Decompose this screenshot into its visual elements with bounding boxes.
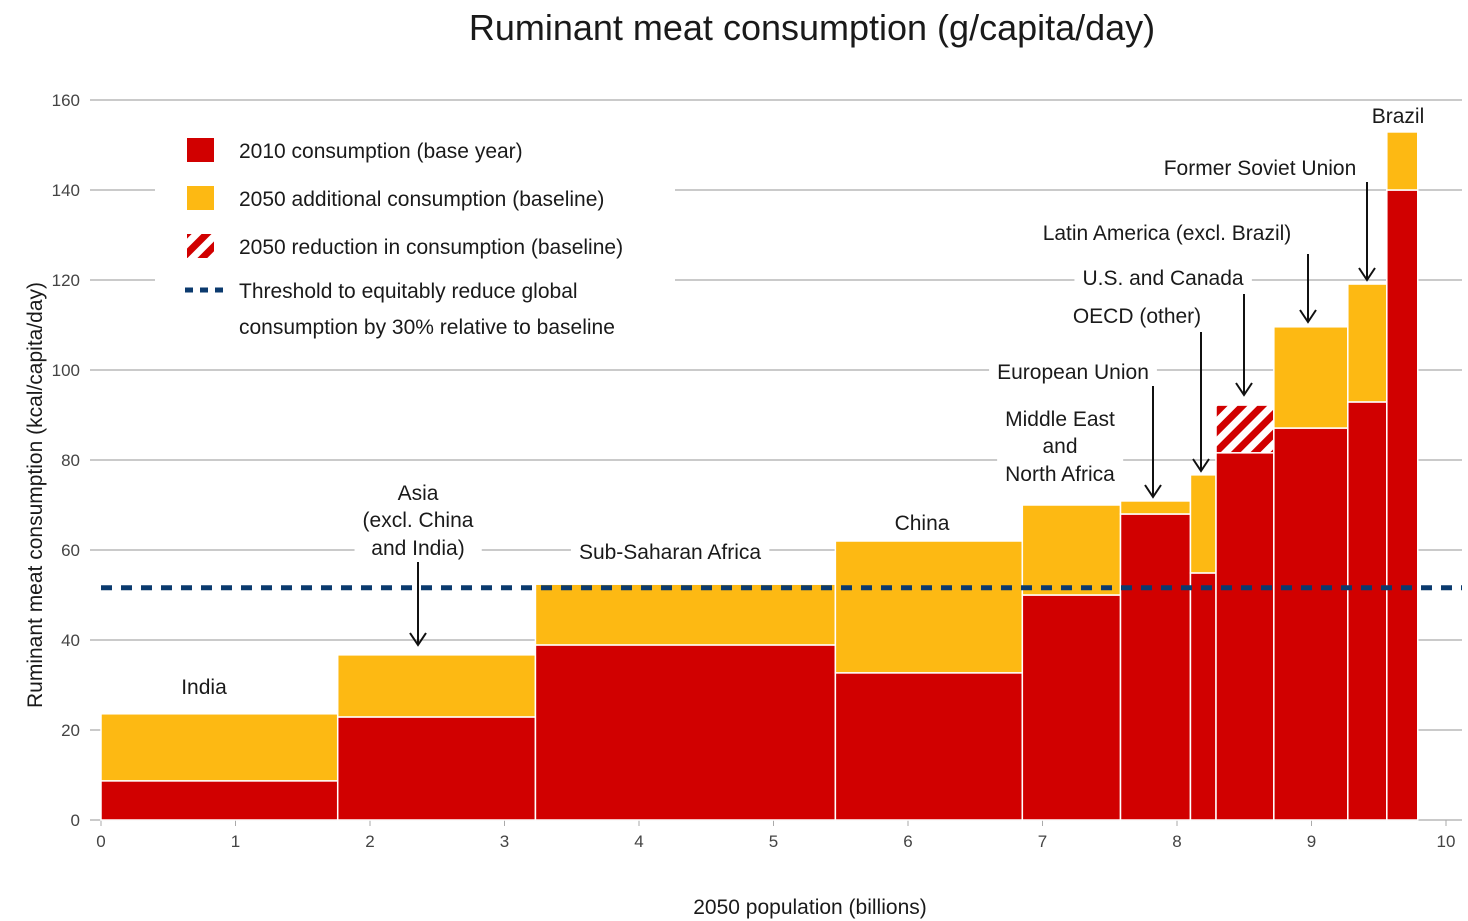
bar-segment — [100, 713, 339, 782]
arrow-head — [1235, 382, 1253, 397]
legend-swatch — [187, 186, 214, 210]
bar-segment — [1347, 283, 1388, 403]
x-tick-label: 1 — [231, 832, 240, 851]
legend-swatch — [187, 138, 214, 162]
bar-segment — [1021, 504, 1122, 596]
legend-background — [155, 125, 675, 350]
bar-segment — [534, 583, 837, 646]
label-background — [1363, 105, 1433, 128]
arrow-head — [1299, 309, 1317, 324]
region-label-line: North Africa — [1005, 463, 1115, 486]
region-label-line: China — [895, 512, 950, 535]
region-label-line: and India) — [371, 537, 464, 560]
label-background — [1034, 222, 1300, 245]
y-tick-label: 20 — [61, 721, 80, 740]
region-label: Brazil — [1363, 105, 1433, 128]
region-label: India — [173, 676, 236, 699]
legend-label: Threshold to equitably reduce global — [239, 280, 578, 303]
label-background — [1155, 157, 1365, 180]
x-tick-label: 2 — [365, 832, 374, 851]
legend-label: consumption by 30% relative to baseline — [239, 316, 615, 339]
bar-segment — [834, 672, 1024, 821]
region-label: Middle East and North Africa — [997, 408, 1124, 486]
x-tick-label: 3 — [500, 832, 509, 851]
bar-segment — [100, 780, 339, 821]
y-tick-label: 140 — [52, 181, 80, 200]
legend-swatch — [187, 234, 214, 258]
bar-segment — [336, 654, 537, 718]
x-tick-label: 8 — [1172, 832, 1181, 851]
region-label-line: Sub-Saharan Africa — [579, 541, 761, 564]
region-label-line: Asia — [398, 482, 439, 505]
legend-label: 2050 reduction in consumption (baseline) — [239, 236, 623, 259]
region-label-line: Latin America (excl. Brazil) — [1043, 222, 1292, 245]
bar-segment — [1119, 513, 1192, 821]
label-background — [1074, 267, 1252, 290]
region-label-line: OECD (other) — [1073, 305, 1201, 328]
bar-segment — [1273, 326, 1349, 429]
label-background — [1064, 305, 1210, 328]
chart-title: Ruminant meat consumption (g/capita/day) — [469, 7, 1155, 48]
arrow-head — [409, 632, 427, 647]
bar-segment — [1189, 474, 1217, 574]
region-label: European Union — [989, 361, 1157, 384]
label-background — [354, 482, 482, 560]
x-tick-label: 6 — [903, 832, 912, 851]
region-label-line: Middle East — [1005, 408, 1115, 431]
bar-segment — [1273, 427, 1349, 821]
arrow-head — [1144, 484, 1162, 499]
y-axis-label: Ruminant meat consumption (kcal/capita/d… — [24, 282, 47, 708]
bar-segment — [1021, 594, 1122, 821]
label-background — [997, 408, 1124, 486]
region-label-line: (excl. China — [363, 509, 474, 532]
bar-segment — [1215, 452, 1275, 821]
region-label: U.S. and Canada — [1074, 267, 1252, 290]
bar-segment — [1347, 401, 1388, 821]
y-tick-label: 120 — [52, 271, 80, 290]
bar-segment — [336, 716, 537, 821]
reduction-segment — [1215, 404, 1275, 454]
region-label-line: European Union — [997, 361, 1149, 384]
region-label: Latin America (excl. Brazil) — [1034, 222, 1300, 245]
region-label: Former Soviet Union — [1155, 157, 1365, 180]
region-label-line: and — [1042, 435, 1077, 458]
region-label: Sub-Saharan Africa — [570, 541, 770, 564]
label-background — [886, 512, 958, 535]
x-axis-label: 2050 population (billions) — [693, 896, 927, 919]
region-label: China — [886, 512, 958, 535]
label-background — [173, 676, 236, 699]
region-label-line: U.S. and Canada — [1082, 267, 1243, 290]
x-tick-label: 4 — [634, 832, 643, 851]
y-tick-label: 0 — [71, 811, 80, 830]
bar-segment — [534, 644, 837, 821]
region-label-line: Brazil — [1372, 105, 1425, 128]
y-tick-label: 100 — [52, 361, 80, 380]
y-tick-label: 160 — [52, 91, 80, 110]
bar-segment — [834, 540, 1024, 674]
arrow-head — [1192, 458, 1210, 473]
y-tick-label: 40 — [61, 631, 80, 650]
region-label-line: Former Soviet Union — [1164, 157, 1357, 180]
x-tick-label: 9 — [1307, 832, 1316, 851]
x-tick-label: 0 — [96, 832, 105, 851]
region-label: Asia (excl. China and India) — [354, 482, 482, 560]
x-tick-label: 10 — [1437, 832, 1456, 851]
y-tick-label: 80 — [61, 451, 80, 470]
legend-label: 2050 additional consumption (baseline) — [239, 188, 604, 211]
x-tick-label: 5 — [769, 832, 778, 851]
region-label: OECD (other) — [1064, 305, 1210, 328]
x-tick-label: 7 — [1038, 832, 1047, 851]
bar-segment — [1119, 500, 1192, 515]
y-tick-label: 60 — [61, 541, 80, 560]
arrow-head — [1358, 267, 1376, 282]
label-background — [989, 361, 1157, 384]
bar-segment — [1189, 572, 1217, 821]
region-label-line: India — [181, 676, 227, 699]
label-background — [570, 541, 770, 564]
bar-segment — [1386, 131, 1419, 191]
bar-segment — [1386, 189, 1419, 821]
legend-label: 2010 consumption (base year) — [239, 140, 523, 163]
